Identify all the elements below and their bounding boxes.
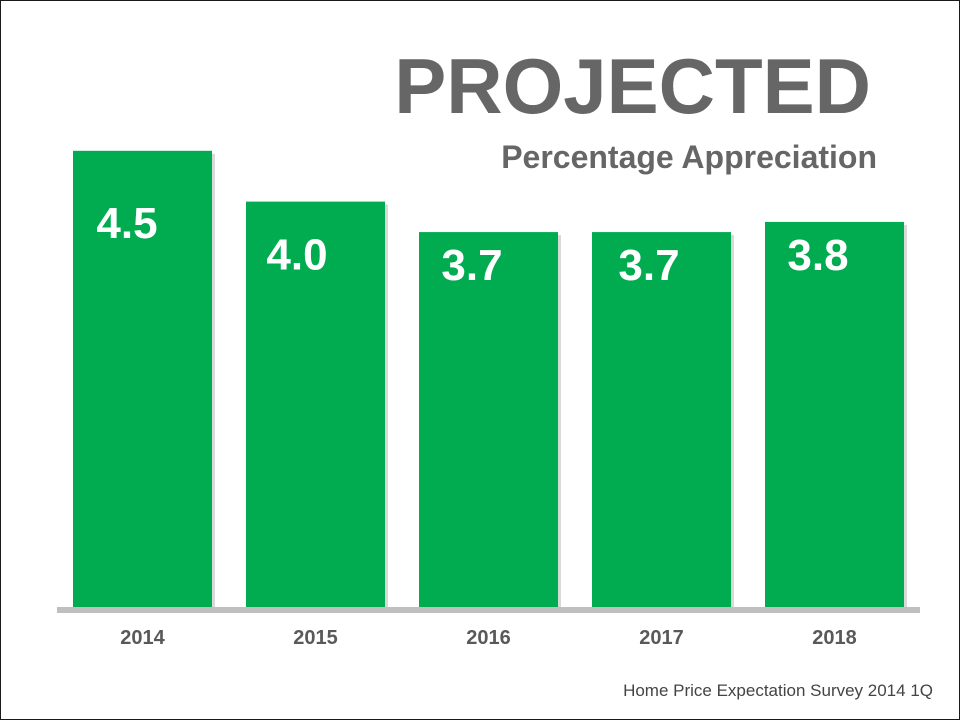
data-label-2016: 3.7 — [441, 241, 502, 290]
x-tick-label-2017: 2017 — [639, 627, 684, 649]
data-label-2014: 4.5 — [96, 199, 157, 248]
chart-subtitle: Percentage Appreciation — [501, 139, 877, 175]
source-note: Home Price Expectation Survey 2014 1Q — [623, 681, 933, 700]
bars-layer: 4.5 4.0 3.7 3.7 3.8 — [73, 150, 907, 612]
x-tick-label-2016: 2016 — [466, 627, 511, 649]
x-axis-ticks: 2014 2015 2016 2017 2018 — [120, 627, 857, 649]
bar-2018 — [765, 221, 904, 609]
chart-title: PROJECTED — [394, 42, 871, 130]
data-label-2018: 3.8 — [787, 231, 848, 280]
x-axis-baseline — [57, 607, 920, 613]
x-tick-label-2014: 2014 — [120, 627, 165, 649]
data-label-2017: 3.7 — [618, 241, 679, 290]
data-label-2015: 4.0 — [266, 231, 327, 280]
bar-2017 — [592, 232, 731, 608]
bar-2015 — [246, 201, 385, 608]
bar-2016 — [419, 232, 558, 608]
x-tick-label-2018: 2018 — [812, 627, 857, 649]
x-tick-label-2015: 2015 — [293, 627, 338, 649]
bar-2014 — [73, 150, 212, 609]
